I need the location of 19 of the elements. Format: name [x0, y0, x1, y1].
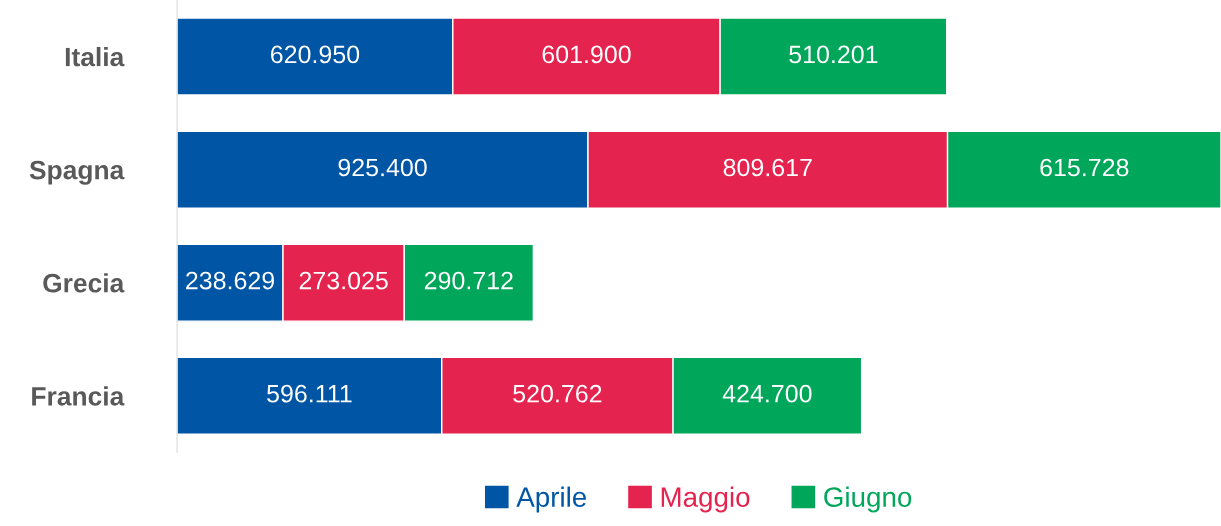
data-label: 601.900: [542, 45, 631, 64]
y-tick-label: Grecia: [43, 273, 125, 293]
data-label: 273.025: [299, 271, 388, 290]
data-label: 290.712: [424, 271, 513, 290]
data-label: 809.617: [723, 158, 812, 177]
data-label: 615.728: [1040, 158, 1129, 177]
legend-label: Giugno: [824, 486, 912, 513]
data-label: 925.400: [338, 158, 427, 177]
y-tick-label: Francia: [32, 386, 125, 406]
legend-label: Maggio: [661, 486, 750, 513]
y-tick-label: Italia: [65, 46, 125, 67]
data-label: 520.762: [513, 384, 602, 403]
legend-label: Aprile: [516, 486, 587, 513]
data-label: 620.950: [271, 45, 360, 64]
data-label: 238.629: [186, 271, 275, 290]
y-tick-label: Spagna: [29, 160, 125, 185]
data-label: 424.700: [722, 384, 812, 403]
data-label: 510.201: [789, 45, 878, 64]
data-label: 596.111: [267, 384, 352, 403]
